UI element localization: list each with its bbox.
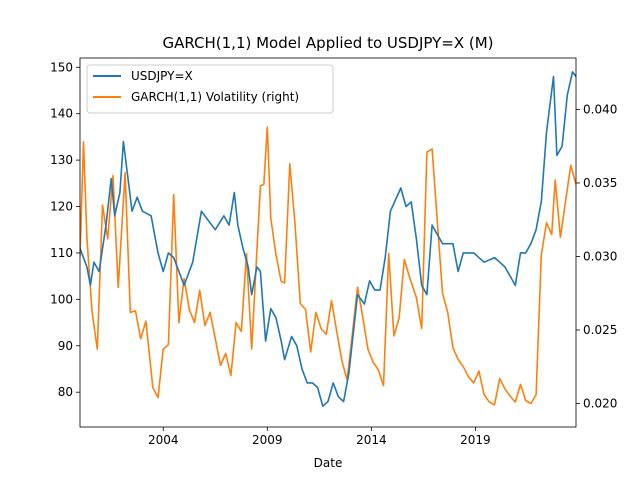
x-axis: 2004 2009 2014 2019 xyxy=(148,427,491,447)
x-tick-label: 2014 xyxy=(356,433,387,447)
legend: USDJPY=X GARCH(1,1) Volatility (right) xyxy=(86,64,334,114)
y-left-tick-label: 110 xyxy=(50,246,73,260)
y-axis-right: 0.020 0.025 0.030 0.035 0.040 xyxy=(576,102,617,410)
legend-label-usdjpy: USDJPY=X xyxy=(131,69,193,83)
y-left-tick-label: 140 xyxy=(50,107,73,121)
series-line-garch-volatility xyxy=(80,126,576,406)
y-left-tick-label: 150 xyxy=(50,60,73,74)
plot-area xyxy=(79,57,577,428)
y-right-tick-label: 0.035 xyxy=(583,176,617,190)
series-layer xyxy=(80,71,576,407)
y-axis-left: 80 90 100 110 120 130 140 150 xyxy=(50,60,80,399)
y-right-tick-label: 0.025 xyxy=(583,323,617,337)
chart-title: GARCH(1,1) Model Applied to USDJPY=X (M) xyxy=(162,34,493,52)
y-left-tick-label: 120 xyxy=(50,200,73,214)
y-right-tick-label: 0.030 xyxy=(583,249,617,263)
series-line-usdjpy xyxy=(80,71,576,407)
x-tick-label: 2004 xyxy=(148,433,179,447)
legend-label-garch-volatility: GARCH(1,1) Volatility (right) xyxy=(131,90,299,104)
y-left-tick-label: 90 xyxy=(58,339,73,353)
x-axis-label: Date xyxy=(314,456,343,470)
plot-frame xyxy=(79,57,577,428)
legend-box xyxy=(86,64,334,114)
x-tick-label: 2009 xyxy=(252,433,283,447)
y-left-tick-label: 130 xyxy=(50,153,73,167)
y-left-tick-label: 80 xyxy=(58,385,73,399)
x-tick-label: 2019 xyxy=(460,433,491,447)
y-right-tick-label: 0.040 xyxy=(583,102,617,116)
y-right-tick-label: 0.020 xyxy=(583,396,617,410)
y-left-tick-label: 100 xyxy=(50,292,73,306)
